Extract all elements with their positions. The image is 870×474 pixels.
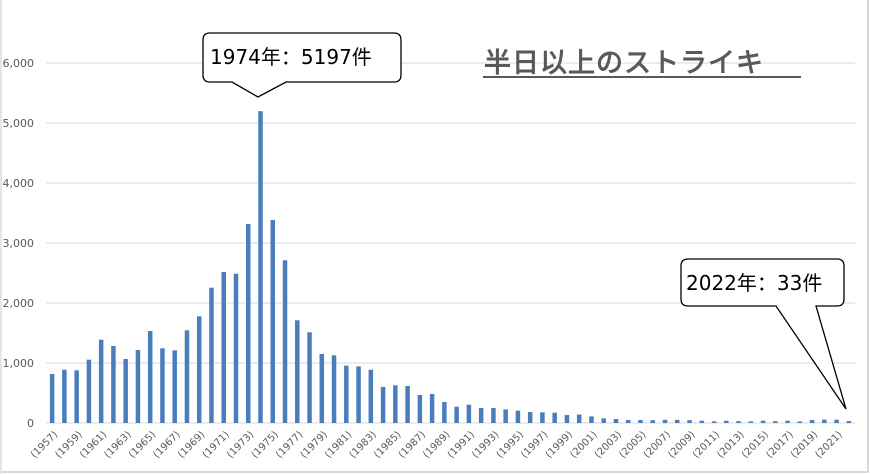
bar-1981 [344, 365, 349, 423]
bar-2005 [638, 420, 643, 423]
callout-latest: 2022年：33件 [680, 258, 847, 410]
bar-1971 [221, 271, 226, 423]
y-tick-label: 5,000 [3, 117, 35, 130]
callout-latest-bubble [680, 258, 847, 410]
bar-1998 [552, 412, 557, 423]
bar-1974 [258, 111, 263, 424]
bar-1975 [270, 220, 276, 423]
bar-2013 [736, 421, 741, 423]
bar-2004 [625, 419, 631, 423]
chart-left-border [0, 0, 2, 474]
bar-2012 [724, 420, 729, 423]
bar-2009 [687, 420, 692, 423]
bar-2021 [834, 419, 839, 423]
bar-1979 [319, 354, 325, 423]
bar-1986 [405, 385, 410, 423]
bar-1966 [160, 348, 165, 423]
y-tick-label: 4,000 [3, 177, 35, 190]
bar-2015 [760, 420, 766, 423]
bar-1967 [172, 350, 177, 423]
bar-1961 [98, 339, 104, 423]
bar-1963 [123, 358, 128, 423]
y-axis: 0 1,000 2,000 3,000 4,000 5,000 6,000 [3, 57, 35, 430]
bar-1994 [503, 409, 508, 423]
chart-title: 半日以上のストライキ [483, 48, 801, 79]
bar-1960 [86, 359, 92, 423]
x-axis: (1957)(1959)(1961)(1963)(1965)(1967)(196… [29, 429, 845, 460]
bar-series [49, 111, 852, 424]
bar-1984 [380, 387, 386, 423]
bar-1970 [209, 287, 214, 423]
bar-2000 [576, 414, 582, 423]
x-tick-label: (2021) [813, 429, 844, 460]
y-tick-label: 0 [27, 417, 34, 430]
gridlines [46, 62, 855, 424]
bar-2016 [773, 421, 778, 423]
bar-1985 [393, 385, 398, 423]
bar-1962 [111, 346, 116, 423]
bar-1980 [331, 355, 337, 423]
bar-2017 [785, 420, 790, 423]
bar-1959 [74, 370, 79, 423]
y-tick-label: 3,000 [3, 237, 35, 250]
callout-latest-text: 2022年：33件 [686, 271, 822, 295]
bar-2014 [748, 421, 754, 423]
bar-1993 [491, 408, 496, 423]
bar-1973 [246, 223, 251, 423]
bar-2001 [589, 416, 594, 423]
bar-2018 [797, 421, 803, 423]
bar-1996 [527, 412, 533, 423]
bar-1964 [135, 349, 141, 423]
bar-2011 [711, 421, 717, 423]
callout-peak-text: 1974年：5197件 [210, 45, 372, 69]
bar-1987 [417, 394, 423, 423]
bar-2019 [809, 420, 815, 423]
callout-peak-bubble [202, 32, 402, 98]
bar-2003 [613, 418, 619, 423]
bar-1983 [368, 369, 374, 423]
bar-1958 [62, 369, 67, 423]
bar-1965 [147, 331, 153, 423]
bar-1968 [184, 330, 190, 423]
bar-2006 [650, 420, 655, 423]
bar-1988 [429, 394, 435, 423]
bar-2020 [822, 419, 827, 423]
bar-1978 [307, 332, 312, 423]
bar-1992 [478, 408, 484, 423]
y-tick-label: 6,000 [3, 57, 35, 70]
bar-1997 [540, 412, 545, 423]
bar-2022 [846, 421, 852, 423]
bar-1982 [356, 366, 361, 423]
chart-title-text: 半日以上のストライキ [484, 48, 764, 79]
bar-1991 [466, 404, 472, 423]
bar-2010 [699, 420, 705, 423]
bar-2002 [601, 418, 606, 423]
bar-1989 [442, 402, 447, 423]
bar-1977 [295, 320, 300, 423]
y-tick-label: 2,000 [3, 297, 35, 310]
bar-2008 [675, 419, 680, 423]
bar-1990 [454, 406, 459, 423]
callout-peak: 1974年：5197件 [202, 32, 402, 98]
y-tick-label: 1,000 [3, 357, 35, 370]
bar-1969 [196, 316, 202, 423]
bar-1976 [282, 260, 288, 423]
bar-1999 [564, 415, 570, 423]
bar-2007 [662, 419, 668, 423]
bar-1995 [515, 410, 521, 423]
bar-1972 [233, 273, 239, 423]
bar-1957 [49, 373, 55, 423]
